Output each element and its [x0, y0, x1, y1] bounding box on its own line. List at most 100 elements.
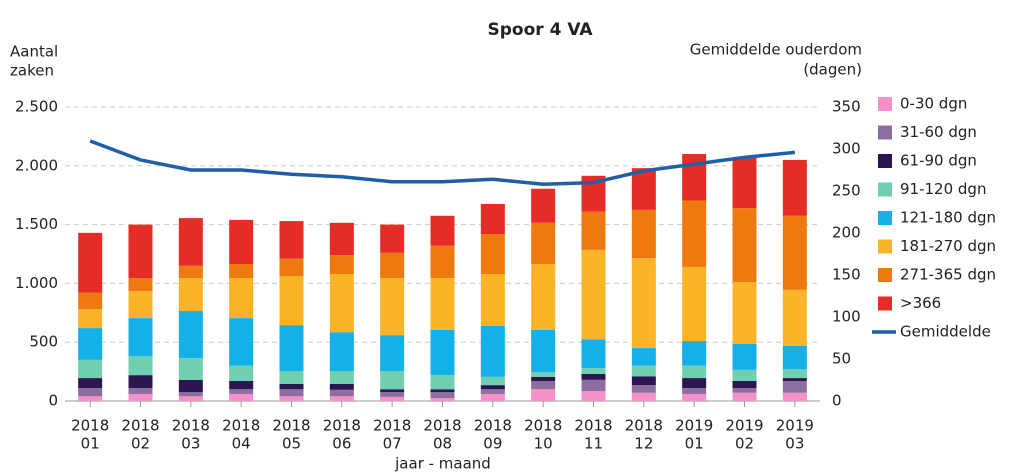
legend-swatch [878, 125, 892, 140]
bar-segment [480, 234, 505, 274]
y-axis-title: zaken [10, 62, 54, 80]
x-tick-label: 11 [584, 435, 603, 453]
chart-title: Spoor 4 VA [488, 20, 594, 40]
x-tick-label: 03 [181, 435, 200, 453]
bar-segment [531, 389, 556, 401]
y2-tick-label: 350 [832, 98, 861, 116]
x-tick-label: 2018 [272, 417, 310, 435]
bar-segment [430, 329, 455, 376]
legend-swatch [878, 211, 892, 225]
x-tick-label: 03 [785, 435, 804, 453]
bar-segment [782, 378, 807, 382]
bar-segment [682, 341, 707, 366]
bar-segment [430, 389, 455, 393]
bar-segment [178, 311, 203, 359]
y-tick-label: 500 [29, 333, 58, 351]
bar-segment [430, 375, 455, 390]
bar-segment [329, 255, 354, 274]
x-tick-label: 01 [81, 435, 100, 453]
bar-segment [128, 388, 153, 394]
bar-segment [581, 249, 606, 340]
x-tick-label: 2018 [423, 417, 461, 435]
bar-segment [229, 263, 254, 279]
bar-segment [229, 278, 254, 319]
y2-axis-title: (dagen) [803, 61, 862, 79]
bar-segment [430, 215, 455, 246]
legend-swatch [878, 154, 892, 168]
bar-segment [279, 371, 304, 384]
bar-segment [531, 329, 556, 373]
x-tick-label: 2018 [574, 417, 612, 435]
x-tick-label: 2019 [675, 417, 713, 435]
bar-segment [581, 373, 606, 380]
bar-segment [329, 273, 354, 333]
y-tick-label: 2.500 [15, 98, 58, 116]
legend-swatch [878, 296, 892, 311]
x-tick-label: 12 [634, 435, 653, 453]
bar-segment [329, 222, 354, 256]
y-tick-label: 2.000 [15, 156, 58, 174]
bar-segment [732, 208, 757, 283]
x-tick-label: 08 [433, 435, 452, 453]
y2-tick-label: 250 [832, 182, 861, 200]
bar-segment [78, 328, 103, 360]
legend-swatch [878, 182, 892, 197]
legend-label: 271-365 dgn [900, 266, 996, 284]
x-axis-title: jaar - maand [394, 455, 491, 473]
bar-segment [782, 215, 807, 290]
bar-segment [480, 389, 505, 394]
bar-segment [430, 398, 455, 401]
bar-segment [279, 258, 304, 277]
y2-tick-label: 200 [832, 224, 861, 242]
bar-segment [631, 258, 656, 349]
bar-segment [329, 396, 354, 401]
x-tick-label: 2018 [71, 417, 109, 435]
x-tick-label: 04 [232, 435, 251, 453]
bar-segment [430, 392, 455, 399]
legend-label: >366 [900, 294, 941, 312]
legend-label: 181-270 dgn [900, 237, 996, 255]
bar-segment [682, 266, 707, 342]
bar-segment [128, 278, 153, 292]
x-tick-label: 2019 [725, 417, 763, 435]
bar-segment [531, 263, 556, 330]
bar-segment [78, 388, 103, 397]
bar-segment [682, 388, 707, 394]
bar-segment [581, 339, 606, 369]
legend-label: Gemiddelde [900, 323, 991, 341]
x-tick-label: 05 [282, 435, 301, 453]
x-tick-label: 2018 [625, 417, 663, 435]
legend-swatch [878, 97, 892, 111]
legend-label: 0-30 dgn [900, 95, 967, 113]
bar-segment [380, 392, 405, 397]
bar-segment [380, 371, 405, 390]
bar-segment [480, 376, 505, 386]
bar-segment [380, 389, 405, 393]
y2-tick-label: 100 [832, 308, 861, 326]
bar-segment [480, 273, 505, 326]
bar-segment [732, 156, 757, 209]
bar-segment [531, 381, 556, 390]
bar-segment [178, 396, 203, 401]
bar-segment [631, 209, 656, 259]
y2-tick-label: 150 [832, 266, 861, 284]
bar-segment [631, 385, 656, 393]
bar-segment [279, 396, 304, 401]
bar-segment [531, 376, 556, 382]
bar-segment [329, 389, 354, 397]
x-tick-label: 2019 [776, 417, 814, 435]
x-tick-label: 2018 [222, 417, 260, 435]
bar-segment [178, 265, 203, 279]
bar-segment [682, 200, 707, 267]
bar-segment [480, 325, 505, 377]
bar-segment [279, 389, 304, 397]
x-tick-label: 2018 [323, 417, 361, 435]
y2-axis-title: Gemiddelde ouderdom [690, 41, 862, 59]
bar-segment [782, 392, 807, 401]
y2-tick-label: 50 [832, 350, 851, 368]
bar-segment [380, 252, 405, 279]
bar-segment [782, 381, 807, 393]
bar-segment [279, 325, 304, 372]
bar-segment [78, 359, 103, 379]
bar-segment [178, 218, 203, 266]
